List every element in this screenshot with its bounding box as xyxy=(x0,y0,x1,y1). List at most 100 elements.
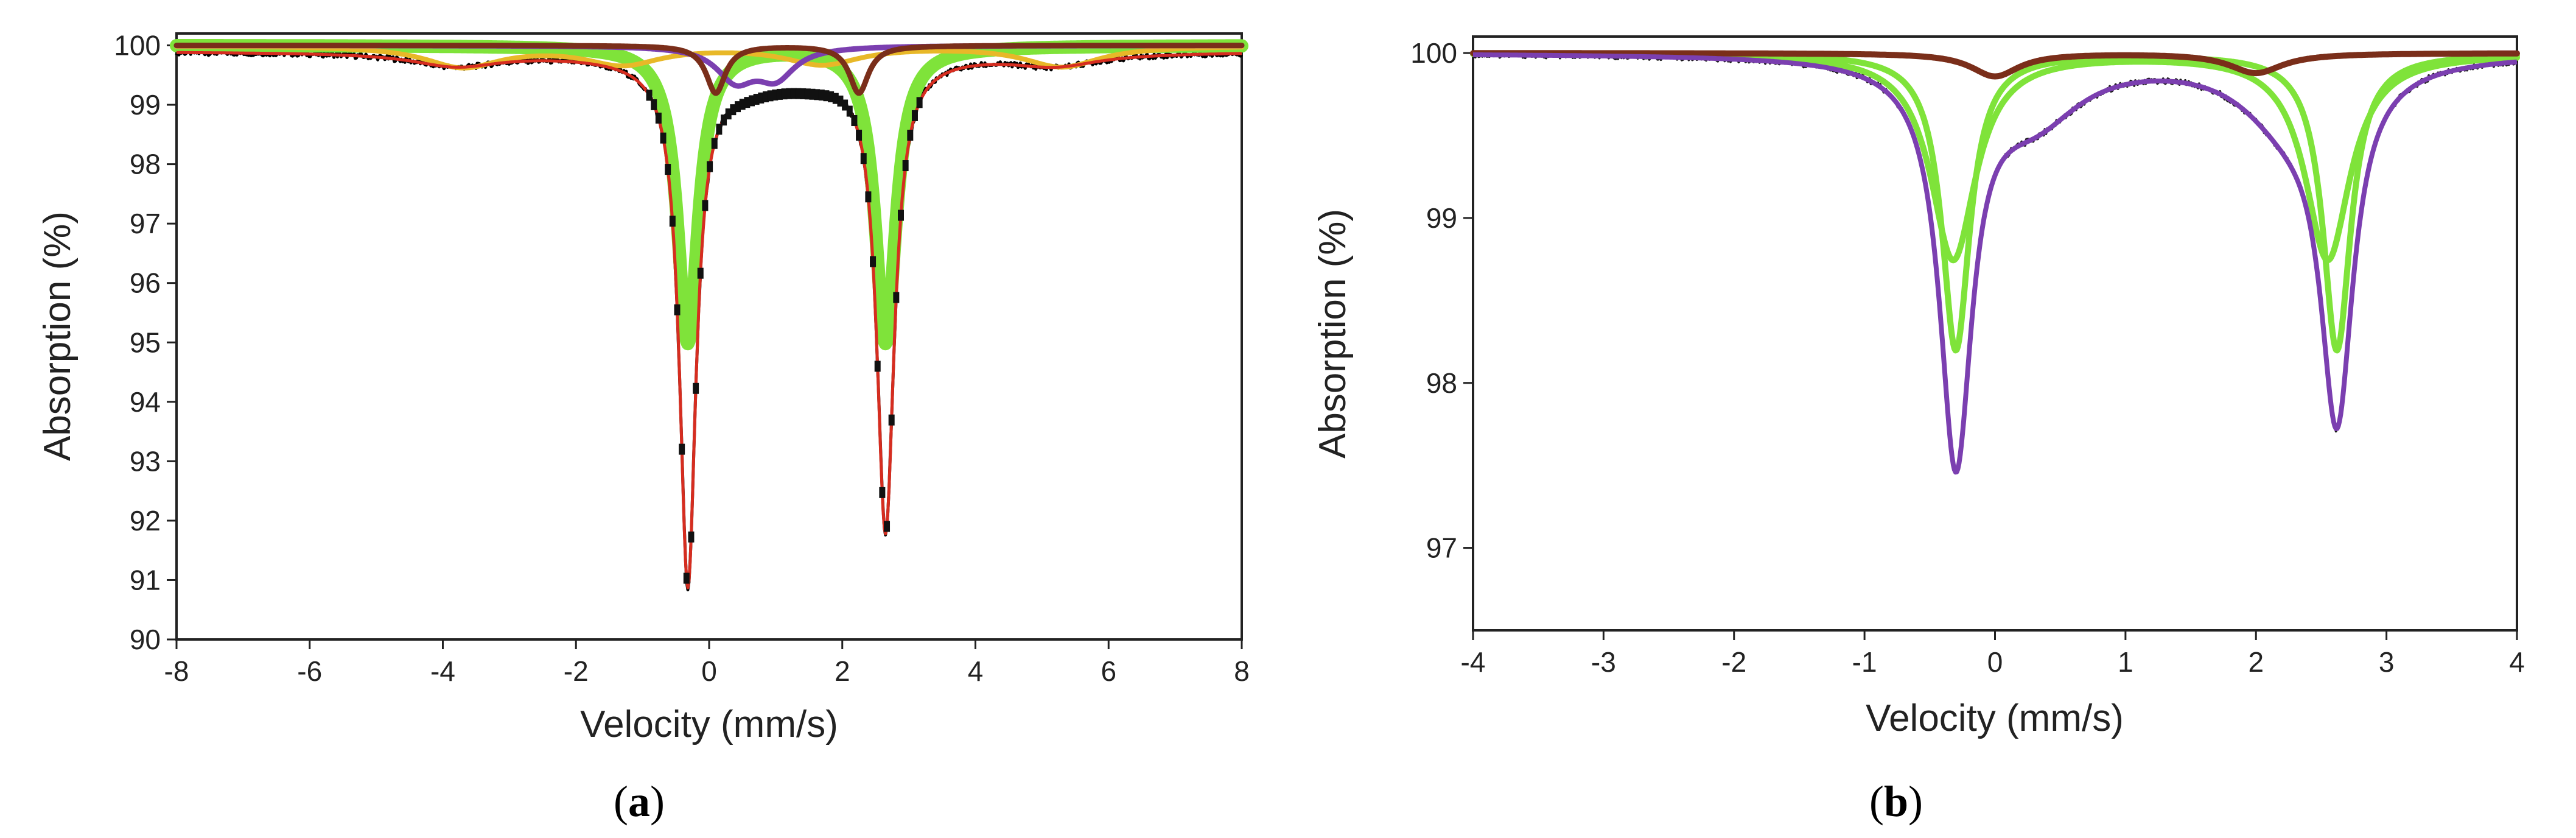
panel-a-x-tick-label: 2 xyxy=(835,655,850,687)
panel-a-data-point xyxy=(767,90,774,102)
panel-b-y-axis-label: Absorption (%) xyxy=(1312,209,1354,459)
panel-a-data-point xyxy=(818,90,825,101)
panel-b-y-axis: 97 98 99 100 xyxy=(1410,37,1473,564)
panel-a-y-tick-label: 99 xyxy=(130,89,161,121)
panel-a-data-point xyxy=(814,89,821,100)
panel-a-y-tick-label: 98 xyxy=(130,149,161,180)
panel-a-data-point xyxy=(828,91,835,102)
panel-a-x-axis-label: Velocity (mm/s) xyxy=(580,703,838,745)
panel-a-data-point xyxy=(823,90,830,102)
panel-b-x-tick-label: -1 xyxy=(1852,646,1877,678)
panel-a-data-point xyxy=(716,124,723,135)
panel-a-data-point xyxy=(902,160,909,172)
panel-a-data-point xyxy=(707,161,713,172)
panel-a-data-point xyxy=(697,267,704,279)
panel-b-x-tick-label: -4 xyxy=(1461,646,1486,678)
panel-a-y-tick-label: 90 xyxy=(130,624,161,655)
panel-a-y-tick-label: 92 xyxy=(130,505,161,537)
panel-b-x-axis: -4 -3 -2 -1 0 1 2 3 4 xyxy=(1461,630,2525,678)
panel-a-component-1 xyxy=(170,39,1248,351)
panel-a-data-point xyxy=(674,304,681,315)
panel-a-data-point xyxy=(809,88,816,100)
panel-a-x-tick-label: -6 xyxy=(297,655,322,687)
panel-a-data-point xyxy=(753,94,760,105)
panel-b-plot-frame xyxy=(1472,35,2518,632)
panel-a-y-tick-label: 94 xyxy=(130,386,161,418)
panel-a-data-point xyxy=(679,443,685,455)
panel-a-data-point xyxy=(665,164,671,175)
panel-a-data-point xyxy=(781,88,788,100)
panel-a-y-axis: 90 91 92 93 94 95 96 97 98 99 100 xyxy=(114,30,177,655)
panel-a-data-point xyxy=(702,200,709,211)
panel-b-x-tick-label: 4 xyxy=(2509,646,2525,678)
panel-a-x-tick-label: 4 xyxy=(968,655,984,687)
panel-b-x-axis-label: Velocity (mm/s) xyxy=(1866,697,2124,739)
panel-a-component-4 xyxy=(173,43,1245,96)
panel-a-data-point xyxy=(693,382,699,394)
panel-a-data-point xyxy=(786,88,793,99)
panel-a-data-point xyxy=(865,191,872,203)
panel-b-y-tick-label: 100 xyxy=(1410,37,1457,69)
panel-a-data-point xyxy=(884,521,891,532)
panel-a-data-point xyxy=(776,88,783,100)
panel-a-y-axis-label: Absorption (%) xyxy=(37,211,79,461)
panel-b-x-tick-label: 3 xyxy=(2379,646,2395,678)
panel-a-x-axis: -8 -6 -4 -2 0 2 4 6 8 xyxy=(164,639,1250,687)
panel-a-x-tick-label: -2 xyxy=(564,655,589,687)
panel-a-data-point xyxy=(907,130,914,141)
panel-a-data-point xyxy=(916,97,923,108)
panel-a-data-point xyxy=(772,89,779,100)
panel-b-x-tick-label: -3 xyxy=(1591,646,1616,678)
panel-a-data-point xyxy=(655,112,662,124)
panel-b-component-3 xyxy=(1470,50,2520,80)
panel-a-caption: (a) xyxy=(614,777,665,826)
panel-a-data-point xyxy=(646,90,653,101)
panel-a-data-point xyxy=(870,256,877,267)
panel-a-data-point xyxy=(911,110,918,121)
panel-b-series xyxy=(1470,50,2520,475)
panel-a-data-point xyxy=(762,91,769,102)
panel-a-chart: 90 91 92 93 94 95 96 97 98 99 100 -8 -6 -4 -2 0 2 4 6 8 Ve… xyxy=(37,30,1250,826)
panel-a-data-point xyxy=(800,88,807,99)
panel-a-data-point xyxy=(735,101,741,113)
panel-a-data-point xyxy=(730,104,737,116)
panel-b-x-tick-label: 2 xyxy=(2248,646,2264,678)
panel-a-x-tick-label: -8 xyxy=(164,655,189,687)
panel-a-x-tick-label: 6 xyxy=(1101,655,1116,687)
panel-a-data-point xyxy=(749,95,755,107)
panel-b-y-tick-label: 99 xyxy=(1426,202,1457,234)
panel-b-caption: (b) xyxy=(1869,777,1923,826)
panel-b-x-tick-label: 0 xyxy=(1987,646,2003,678)
panel-a-y-tick-label: 93 xyxy=(130,445,161,477)
panel-a-data-point xyxy=(795,88,802,99)
panel-a-series xyxy=(170,39,1248,591)
panel-a-y-tick-label: 97 xyxy=(130,208,161,239)
panel-b-x-tick-label: 1 xyxy=(2118,646,2133,678)
panel-a-x-tick-label: -4 xyxy=(430,655,455,687)
panel-a-data-point xyxy=(739,99,746,110)
panel-b-y-tick-label: 98 xyxy=(1426,367,1457,399)
panel-a-data-point xyxy=(888,414,895,426)
panel-a-data-point xyxy=(804,88,811,100)
panel-a-data-point xyxy=(721,114,727,126)
panel-a-x-tick-label: 8 xyxy=(1234,655,1250,687)
panel-a-x-tick-label: 0 xyxy=(701,655,717,687)
panel-a-data-point xyxy=(851,114,858,126)
panel-a-data-point xyxy=(842,99,849,111)
panel-a-data-point xyxy=(846,105,853,117)
panel-a-data-point xyxy=(898,210,904,221)
panel-b-x-tick-label: -2 xyxy=(1721,646,1746,678)
panel-a-data-point xyxy=(688,531,695,543)
panel-a-y-tick-label: 95 xyxy=(130,326,161,358)
panel-b-y-tick-label: 97 xyxy=(1426,532,1457,564)
panel-a-data-point xyxy=(837,95,844,107)
panel-a-data-point xyxy=(744,97,751,108)
panel-a-data-point xyxy=(874,361,881,372)
panel-a-data-point xyxy=(660,132,667,144)
panel-a-y-tick-label: 100 xyxy=(114,30,161,62)
panel-a-data-point xyxy=(711,138,718,149)
panel-a-y-tick-label: 96 xyxy=(130,267,161,299)
panel-a-data-point xyxy=(879,487,886,498)
